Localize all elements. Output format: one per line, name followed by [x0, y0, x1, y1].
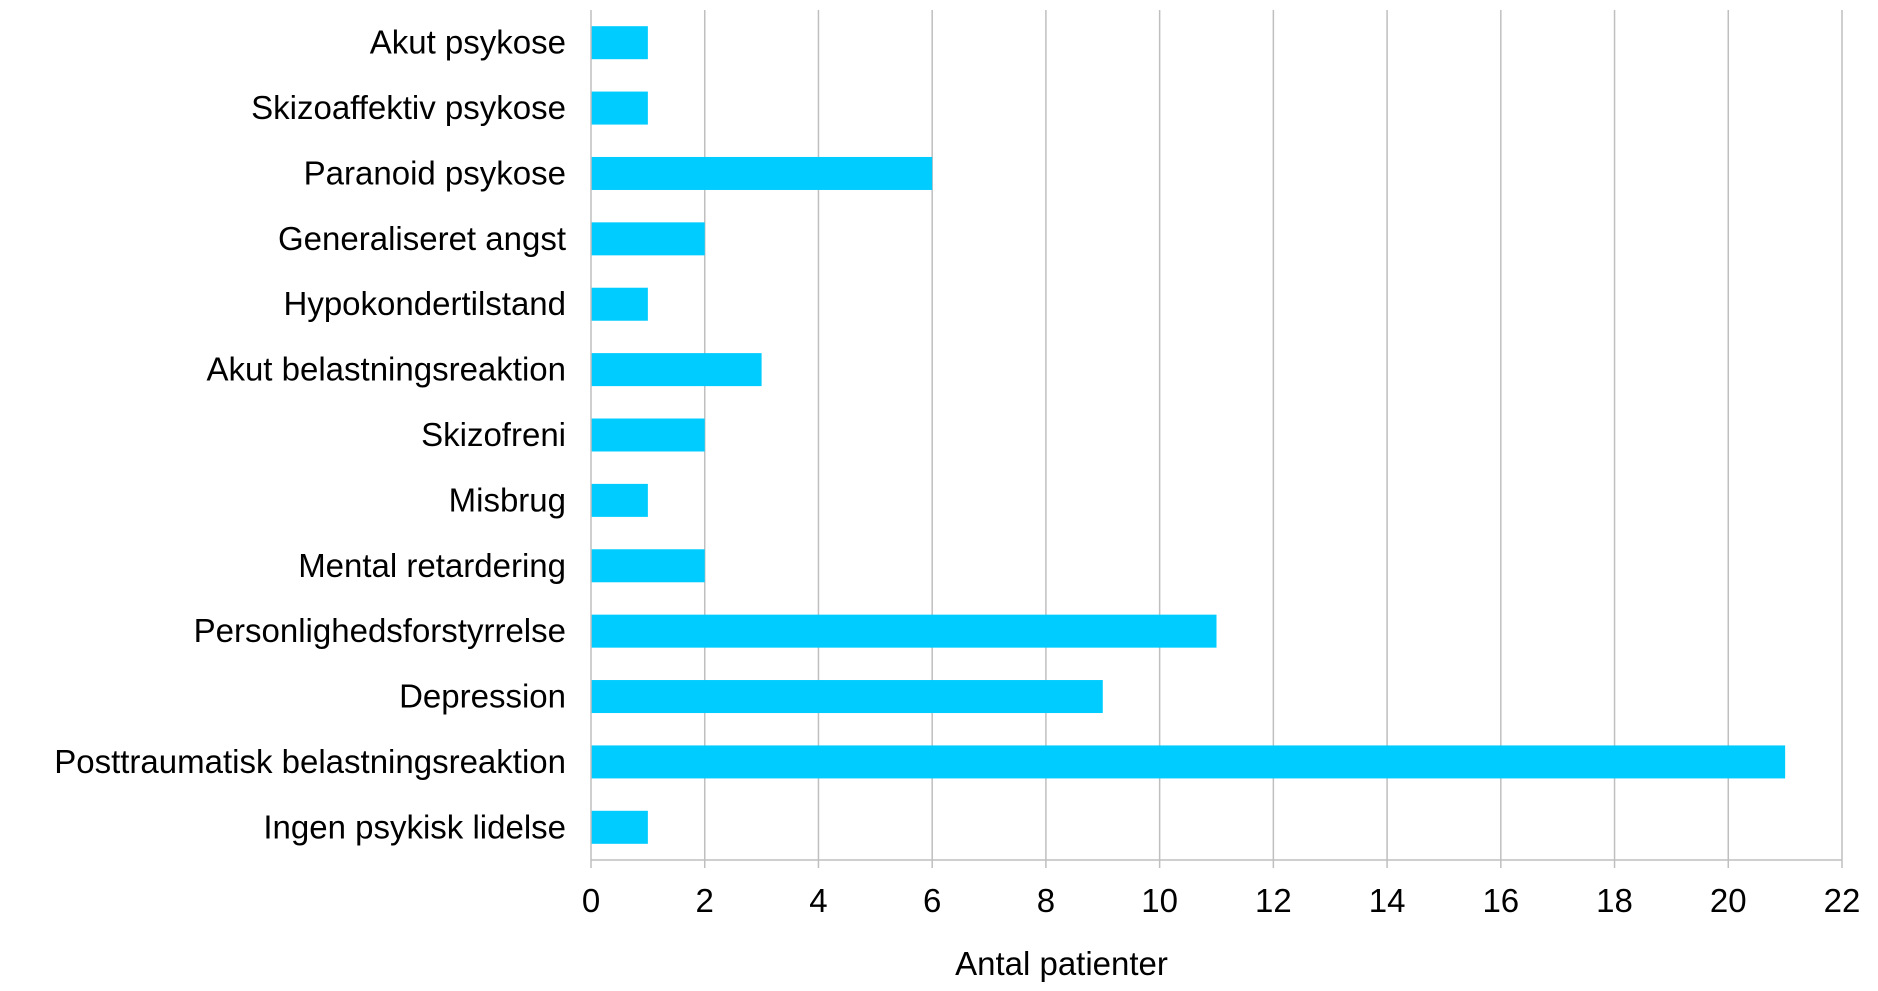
tick-label-x-4: 4 [809, 882, 827, 919]
tick-label-x-14: 14 [1369, 882, 1406, 919]
bar-12 [591, 810, 648, 844]
bar-7 [591, 483, 648, 517]
tick-label-x-6: 6 [923, 882, 941, 919]
bar-1 [591, 91, 648, 125]
category-label-3: Generaliseret angst [278, 220, 566, 257]
axes [590, 10, 1843, 868]
category-label-12: Ingen psykisk lidelse [263, 808, 566, 845]
bar-9 [591, 614, 1217, 648]
category-label-11: Posttraumatisk belastningsreaktion [54, 743, 566, 780]
tick-label-x-16: 16 [1482, 882, 1519, 919]
tick-label-x-12: 12 [1255, 882, 1292, 919]
category-labels: Akut psykose Skizoaffektiv psykose Paranoi… [54, 24, 566, 846]
category-label-10: Depression [399, 678, 566, 715]
tick-label-x-0: 0 [582, 882, 600, 919]
category-label-0: Akut psykose [370, 24, 566, 61]
bar-11 [591, 745, 1786, 779]
x-axis-title: Antal patienter [955, 945, 1168, 982]
tick-label-x-2: 2 [696, 882, 714, 919]
tick-labels: 0 2 4 6 8 10 12 14 16 18 20 22 [582, 882, 1861, 919]
category-label-5: Akut belastningsreaktion [206, 351, 566, 388]
bar-8 [591, 549, 705, 583]
bars [591, 26, 1786, 844]
category-label-1: Skizoaffektiv psykose [251, 89, 566, 126]
tick-label-x-10: 10 [1141, 882, 1178, 919]
tick-label-x-20: 20 [1710, 882, 1747, 919]
tick-label-x-22: 22 [1824, 882, 1861, 919]
tick-label-x-18: 18 [1596, 882, 1633, 919]
category-label-9: Personlighedsforstyrrelse [194, 612, 566, 649]
tick-label-x-8: 8 [1037, 882, 1055, 919]
bar-0 [591, 26, 648, 60]
category-label-8: Mental retardering [298, 547, 566, 584]
bar-10 [591, 680, 1103, 714]
bar-3 [591, 222, 705, 256]
bar-2 [591, 156, 933, 190]
bar-6 [591, 418, 705, 452]
category-label-7: Misbrug [449, 481, 566, 518]
gridlines [703, 10, 1843, 860]
bar-4 [591, 287, 648, 321]
category-label-2: Paranoid psykose [304, 154, 566, 191]
bar-5 [591, 353, 762, 387]
category-label-4: Hypokondertilstand [284, 285, 567, 322]
category-label-6: Skizofreni [421, 416, 566, 453]
